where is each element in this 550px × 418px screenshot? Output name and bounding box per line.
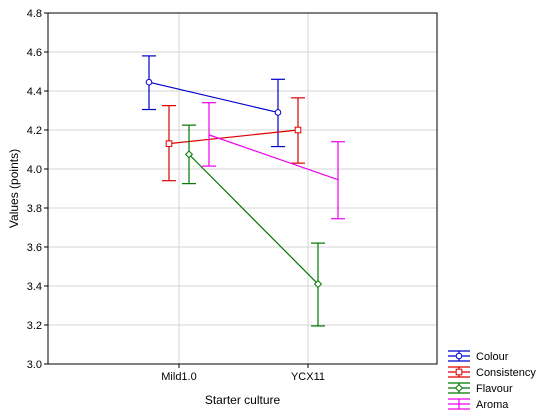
- data-point: [454, 383, 464, 393]
- legend-item-colour: Colour: [448, 350, 509, 363]
- data-point: [184, 150, 194, 159]
- y-tick-label: 4.2: [27, 125, 42, 137]
- legend-label: Colour: [476, 351, 509, 363]
- data-point: [455, 368, 463, 376]
- legend-item-aroma: Aroma: [448, 398, 509, 411]
- series-line: [188, 153, 319, 285]
- y-tick-label: 4.6: [27, 47, 42, 59]
- y-tick-label: 3.6: [27, 242, 42, 254]
- series-colour: [142, 55, 285, 148]
- y-tick-label: 3.0: [27, 359, 42, 371]
- y-tick-label: 4.4: [27, 86, 42, 98]
- x-tick-label: Mild1.0: [161, 371, 196, 383]
- data-point: [165, 140, 173, 147]
- x-axis: Mild1.0 YCX11: [161, 364, 325, 383]
- y-tick-label: 3.8: [27, 203, 42, 215]
- legend-item-consistency: Consistency: [448, 366, 536, 379]
- data-point: [294, 126, 302, 134]
- legend: Colour Consistency Flavour Aroma: [448, 350, 536, 411]
- y-axis-label: Values (points): [7, 149, 21, 228]
- y-tick-label: 4.0: [27, 164, 42, 176]
- series-consistency: [162, 97, 305, 182]
- series-layer: [142, 55, 345, 327]
- data-point: [145, 78, 153, 86]
- legend-label: Flavour: [476, 383, 513, 395]
- legend-label: Aroma: [476, 399, 509, 411]
- y-tick-label: 3.2: [27, 320, 42, 332]
- x-tick-label: YCX11: [291, 371, 325, 383]
- plot-frame: [47, 12, 438, 365]
- legend-label: Consistency: [476, 367, 536, 379]
- y-axis: 3.0 3.2 3.4 3.6 3.8 4.0 4.2 4.4 4.6 4.8: [27, 8, 48, 371]
- y-tick-label: 4.8: [27, 8, 42, 20]
- series-line: [208, 134, 339, 181]
- series-flavour: [182, 124, 325, 327]
- grid-layer: [48, 12, 437, 365]
- y-tick-label: 3.4: [27, 281, 42, 293]
- series-line: [148, 81, 279, 114]
- data-point: [455, 352, 463, 360]
- series-aroma: [202, 102, 345, 220]
- data-point: [313, 279, 323, 289]
- legend-item-flavour: Flavour: [448, 382, 513, 395]
- data-point: [274, 109, 282, 116]
- series-line: [168, 129, 299, 145]
- x-axis-label: Starter culture: [205, 393, 281, 407]
